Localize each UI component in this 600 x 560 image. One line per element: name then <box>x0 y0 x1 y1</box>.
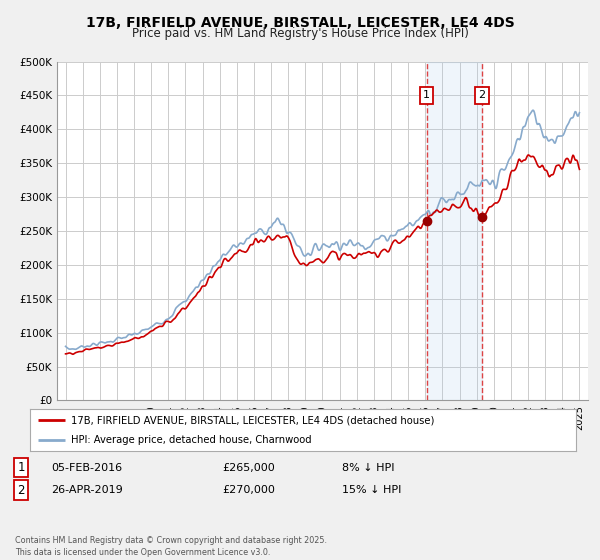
Text: 17B, FIRFIELD AVENUE, BIRSTALL, LEICESTER, LE4 4DS (detached house): 17B, FIRFIELD AVENUE, BIRSTALL, LEICESTE… <box>71 415 434 425</box>
Bar <box>427 62 482 400</box>
Text: 2: 2 <box>479 91 486 100</box>
Text: £265,000: £265,000 <box>222 463 275 473</box>
Text: 15% ↓ HPI: 15% ↓ HPI <box>342 485 401 495</box>
Text: 26-APR-2019: 26-APR-2019 <box>51 485 123 495</box>
Text: 17B, FIRFIELD AVENUE, BIRSTALL, LEICESTER, LE4 4DS: 17B, FIRFIELD AVENUE, BIRSTALL, LEICESTE… <box>86 16 514 30</box>
Text: Price paid vs. HM Land Registry's House Price Index (HPI): Price paid vs. HM Land Registry's House … <box>131 27 469 40</box>
Text: HPI: Average price, detached house, Charnwood: HPI: Average price, detached house, Char… <box>71 435 311 445</box>
Text: 1: 1 <box>17 461 25 474</box>
Text: £270,000: £270,000 <box>222 485 275 495</box>
Text: 05-FEB-2016: 05-FEB-2016 <box>51 463 122 473</box>
Text: 2: 2 <box>17 483 25 497</box>
Text: Contains HM Land Registry data © Crown copyright and database right 2025.
This d: Contains HM Land Registry data © Crown c… <box>15 536 327 557</box>
Text: 8% ↓ HPI: 8% ↓ HPI <box>342 463 395 473</box>
Text: 1: 1 <box>424 91 430 100</box>
